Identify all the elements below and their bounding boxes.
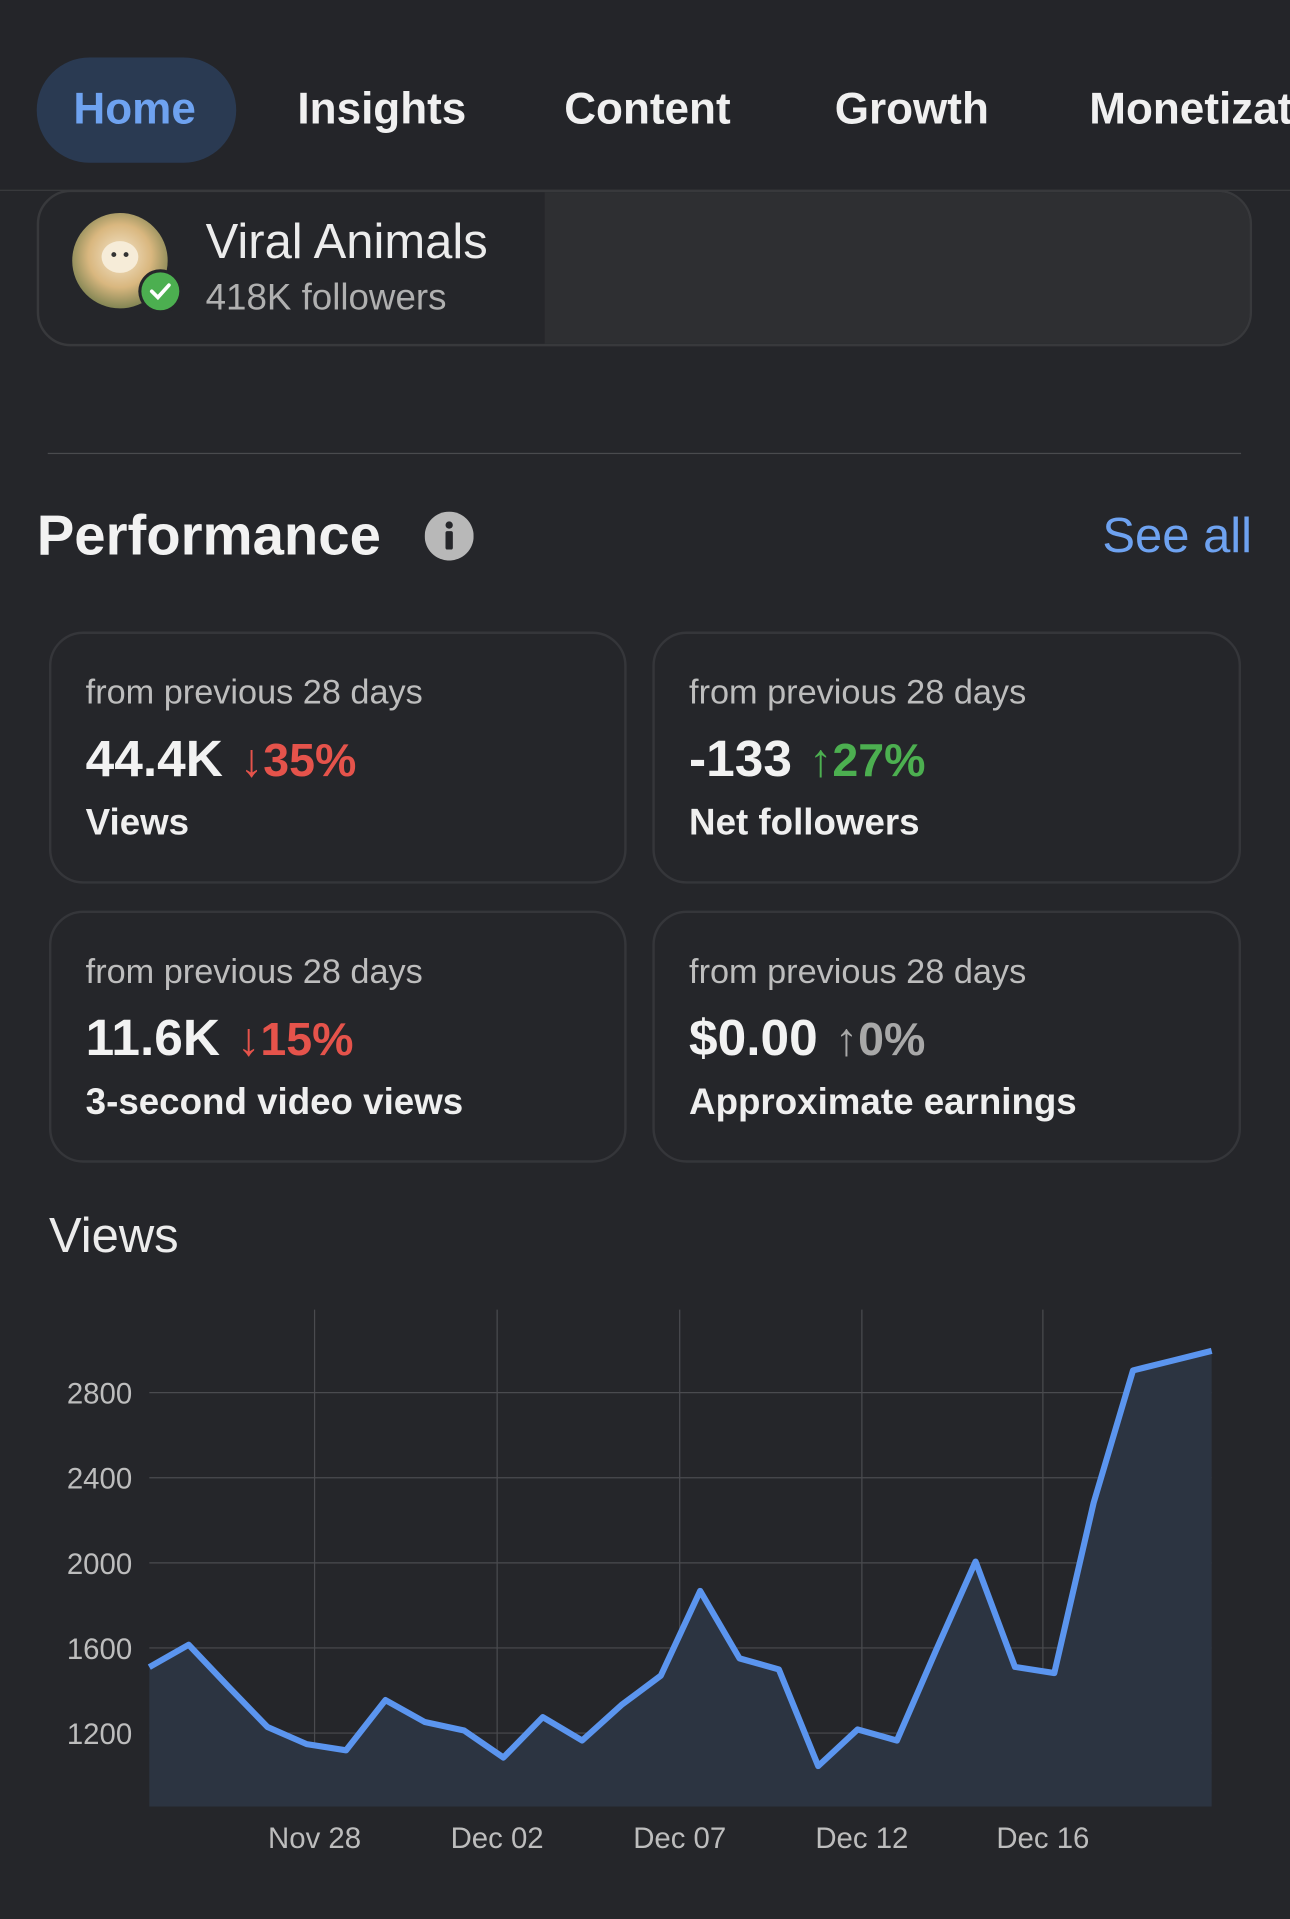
- active-tab-pill[interactable]: [36, 57, 237, 163]
- stat-value: 44.4K: [85, 729, 223, 787]
- stat-subtitle: from previous 28 days: [85, 673, 423, 712]
- tab[interactable]: Content: [564, 83, 731, 134]
- chart-title: Views: [48, 1209, 179, 1264]
- y-tick-label: 2400: [67, 1463, 132, 1496]
- stat-card[interactable]: from previous 28 days 11.6K ↓15% 3-second v…: [48, 910, 627, 1163]
- stat-change: ↓15%: [237, 1014, 354, 1067]
- profile-followers: 418K followers: [205, 277, 447, 319]
- tab[interactable]: Monetization: [1089, 83, 1290, 134]
- profile-card-panel: [544, 192, 1250, 344]
- stat-subtitle: from previous 28 days: [689, 952, 1027, 991]
- stat-value: -133: [689, 729, 792, 787]
- stat-value-row: $0.00 ↑0%: [689, 1009, 925, 1068]
- chart: 1200 1600 2000 2400 2800 Nov 28 Dec 02 Dec 07 De…: [67, 1309, 1213, 1855]
- section-title: Performance: [36, 503, 381, 567]
- stat-label: Approximate earnings: [689, 1081, 1077, 1123]
- stat-card[interactable]: from previous 28 days $0.00 ↑0% Approximate…: [652, 910, 1242, 1163]
- divider: [47, 452, 1242, 455]
- stat-value-row: 11.6K ↓15%: [86, 1009, 354, 1068]
- stat-value-row: -133 ↑27%: [689, 729, 925, 788]
- avatar: [72, 212, 183, 314]
- y-tick-label: 1600: [67, 1633, 132, 1666]
- tab[interactable]: Home: [73, 83, 196, 134]
- stat-label: 3-second video views: [85, 1081, 464, 1123]
- stat-change: ↓35%: [239, 735, 357, 787]
- y-tick-label: 1200: [67, 1718, 132, 1751]
- profile-name: Viral Animals: [205, 215, 488, 270]
- x-tick-label: Dec 12: [815, 1822, 908, 1855]
- stat-subtitle: from previous 28 days: [689, 673, 1027, 712]
- stat-change: ↑27%: [809, 735, 926, 787]
- tab[interactable]: Insights: [297, 83, 467, 134]
- stat-value-row: 44.4K ↓35%: [86, 729, 357, 788]
- profile-card[interactable]: [36, 189, 1253, 347]
- stat-value: 11.6K: [85, 1008, 221, 1067]
- see-all-link[interactable]: See all: [1102, 509, 1253, 563]
- area-fill: [149, 1350, 1212, 1807]
- stat-label: Views: [85, 802, 190, 844]
- y-tick-label: 2000: [67, 1548, 132, 1581]
- y-tick-label: 2800: [67, 1378, 132, 1411]
- x-tick-label: Dec 16: [996, 1822, 1089, 1855]
- x-tick-label: Dec 07: [633, 1822, 726, 1855]
- stat-value: $0.00: [689, 1008, 818, 1067]
- x-tick-label: Dec 02: [451, 1822, 544, 1855]
- stat-subtitle: from previous 28 days: [85, 952, 423, 991]
- tab-bar: Home Insights Content Growth Monetizatio…: [0, 0, 1290, 191]
- stat-card[interactable]: from previous 28 days -133 ↑27% Net followe…: [652, 631, 1242, 884]
- line: [147, 1347, 1213, 1770]
- stat-card[interactable]: from previous 28 days 44.4K ↓35% Views: [48, 631, 627, 884]
- stat-label: Net followers: [689, 802, 920, 844]
- x-tick-label: Nov 28: [268, 1822, 361, 1855]
- tab[interactable]: Growth: [834, 83, 989, 134]
- info-icon[interactable]: [424, 511, 474, 561]
- stat-change: ↑0%: [834, 1014, 926, 1067]
